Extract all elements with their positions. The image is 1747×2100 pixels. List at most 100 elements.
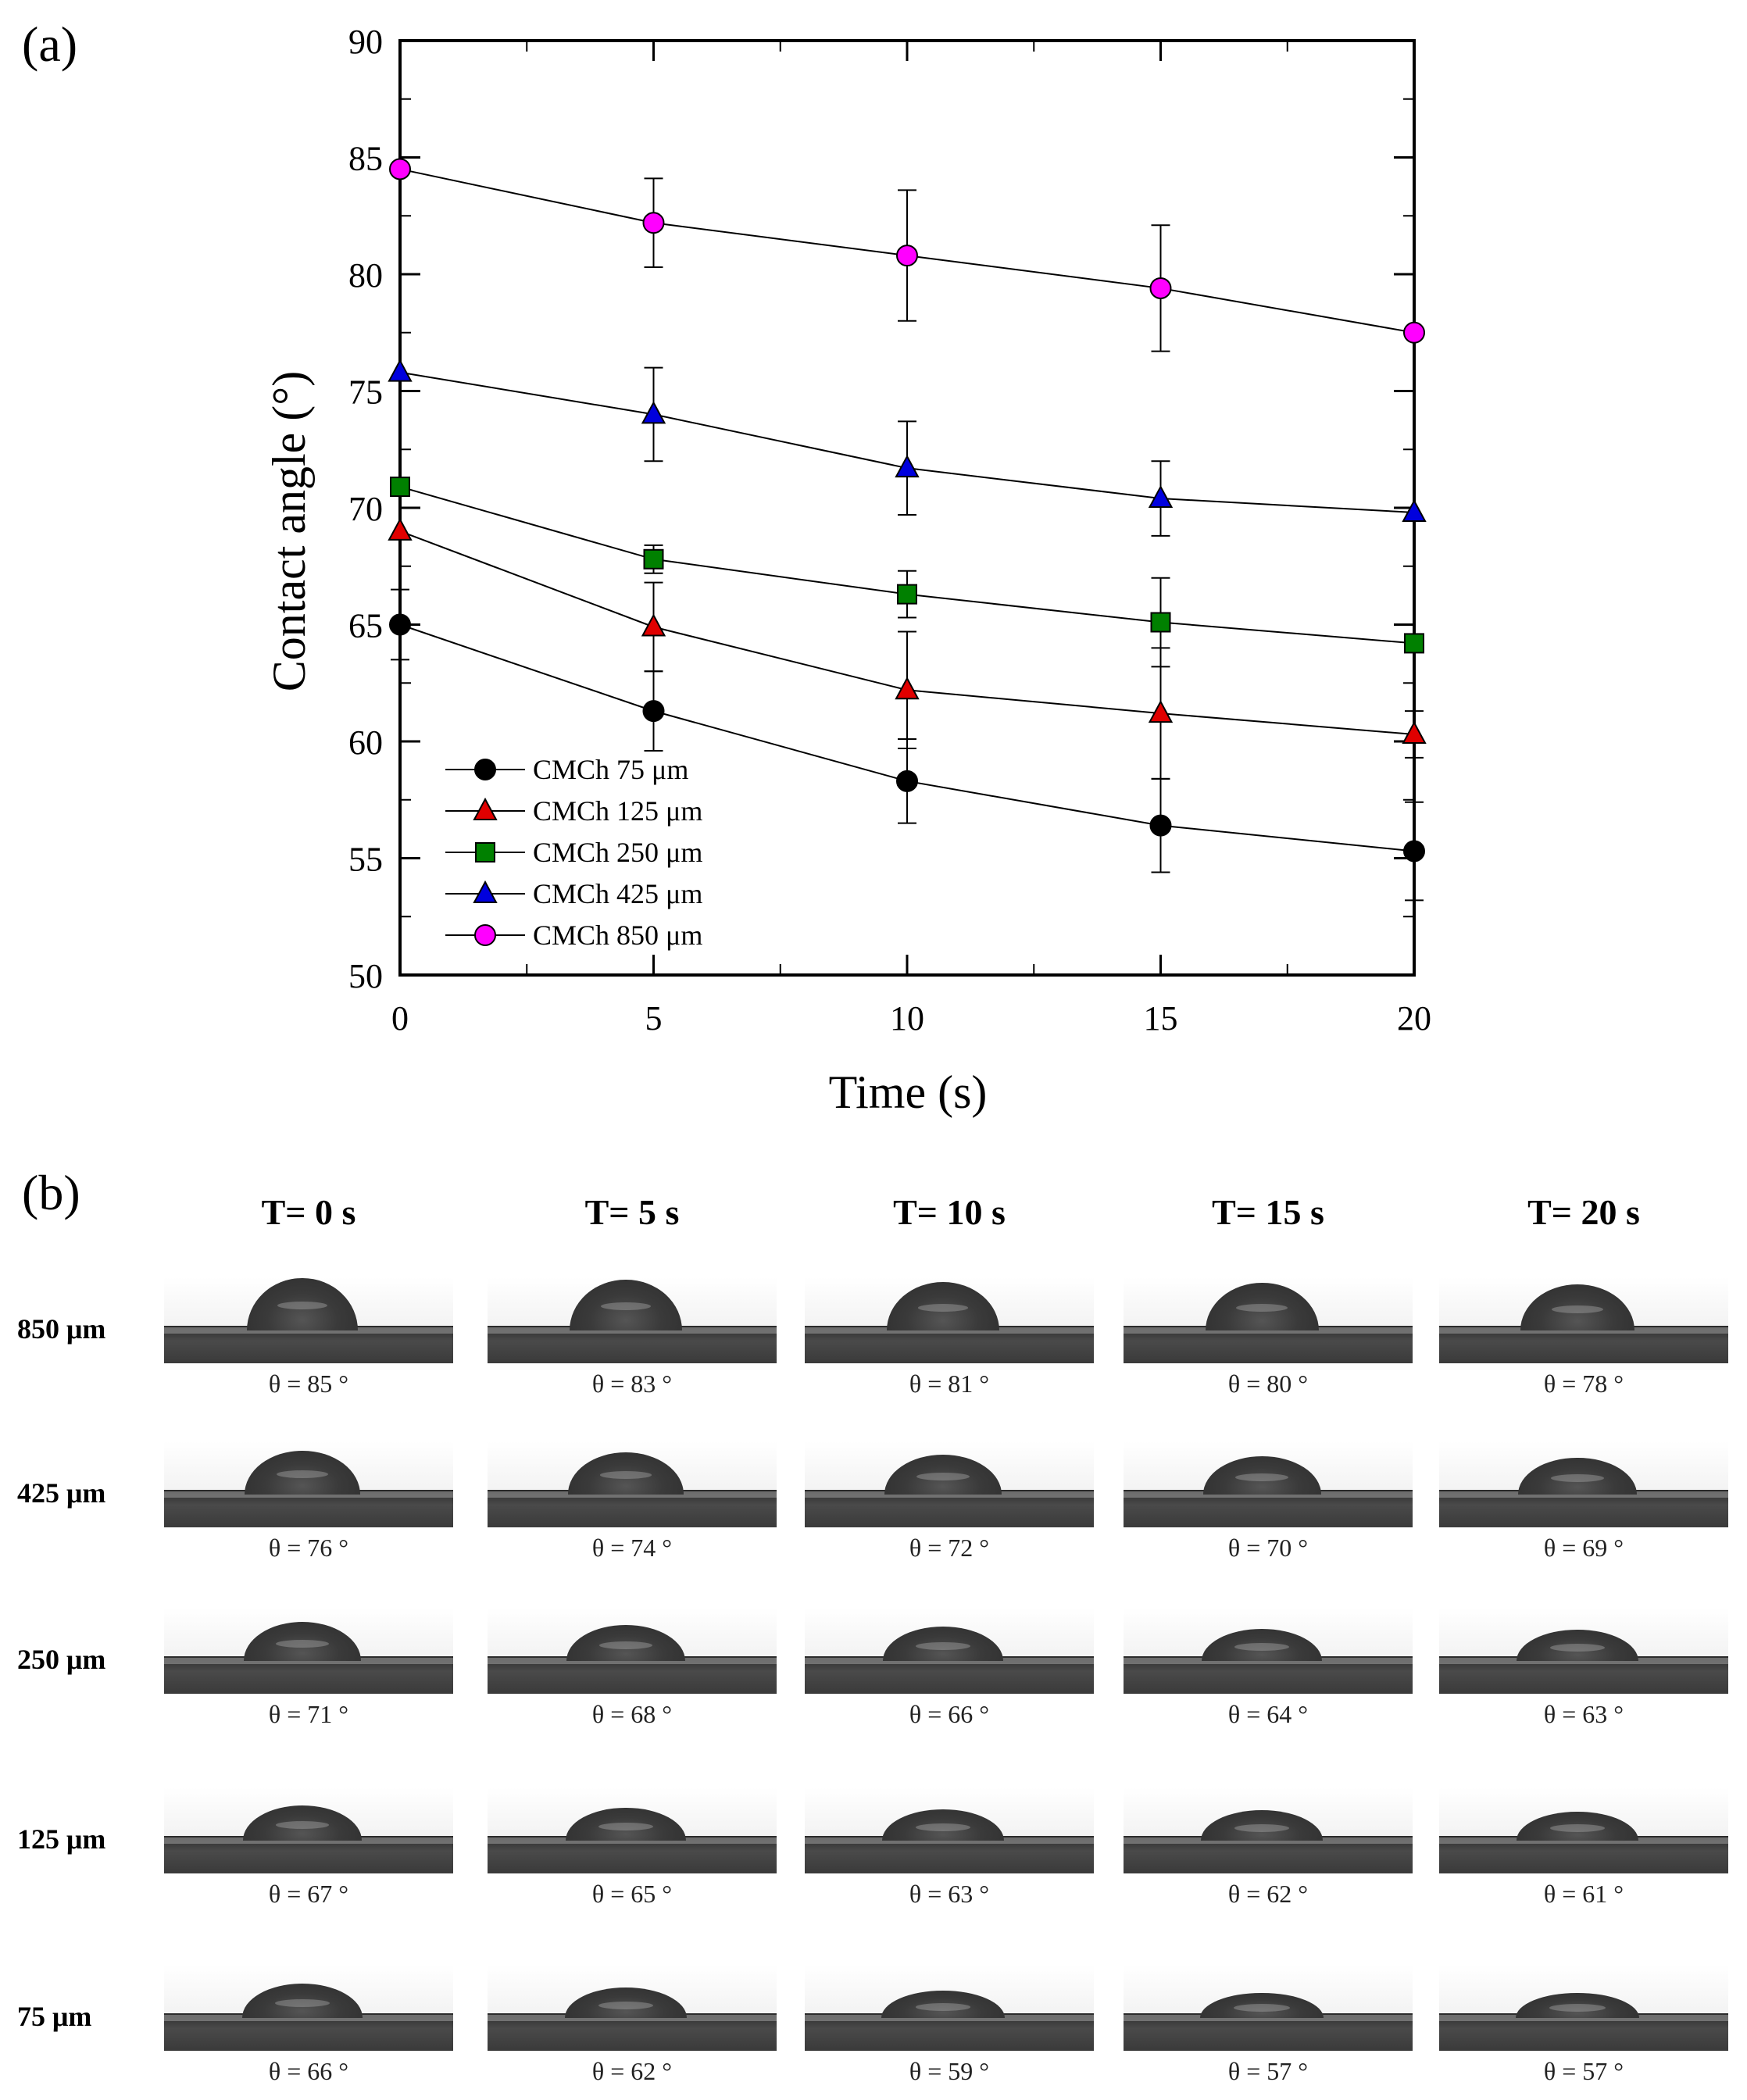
contact-angle-caption: θ = 70 ° [1227, 1534, 1309, 1562]
y-tick-label: 50 [348, 957, 383, 995]
data-point [1149, 814, 1172, 837]
droplet-highlight [916, 1472, 970, 1480]
contact-angle-caption: θ = 63 ° [1543, 1700, 1624, 1728]
substrate-reflection [1439, 1658, 1728, 1664]
substrate-reflection [1439, 1327, 1728, 1334]
y-axis-label: Contact angle (°) [263, 371, 315, 692]
droplet-photo [164, 1608, 453, 1694]
data-point [897, 584, 917, 605]
chart-ticks-and-axes: 50 55 60 65 70 75 80 85 90 0 5 10 15 20 [348, 23, 1431, 1038]
droplet-cell: θ = 62 ° [1124, 1788, 1413, 1909]
droplet-cell: θ = 65 ° [488, 1788, 777, 1909]
chart-legend: CMCh 75 μm CMCh 125 μm CMCh 250 μm CMCh 425… [445, 754, 702, 951]
droplet-cell: θ = 62 ° [488, 1965, 777, 2086]
droplet-photo [1439, 1788, 1728, 1873]
contact-angle-caption: θ = 64 ° [1227, 1700, 1309, 1728]
substrate-reflection [164, 1491, 453, 1498]
droplet-cell: θ = 59 ° [805, 1965, 1094, 2086]
y-tick-label: 70 [348, 490, 383, 528]
data-point [1148, 484, 1174, 509]
droplet-highlight [1234, 1823, 1290, 1832]
droplet-highlight [275, 1998, 330, 2007]
data-point [896, 245, 918, 267]
droplet-photo [488, 1277, 777, 1363]
contact-angle-caption: θ = 81 ° [909, 1370, 990, 1398]
droplet-highlight [1234, 2004, 1290, 2012]
droplet-highlight [1549, 2004, 1606, 2012]
droplet-photo [1124, 1277, 1413, 1363]
droplet-highlight [916, 1823, 970, 1831]
droplet-photo [488, 1608, 777, 1694]
size-row-label: 125 μm [17, 1823, 106, 1855]
substrate-reflection [488, 1658, 777, 1664]
data-point [1403, 321, 1425, 344]
droplet-cell: θ = 61 ° [1439, 1788, 1728, 1909]
droplet-cell: θ = 63 ° [805, 1788, 1094, 1909]
series-0 [389, 588, 1425, 902]
contact-angle-caption: θ = 80 ° [1227, 1370, 1309, 1398]
droplet-photo [1124, 1441, 1413, 1527]
droplet-cell: θ = 83 ° [488, 1277, 777, 1398]
y-tick-label: 85 [348, 140, 383, 178]
data-point [388, 517, 413, 541]
contact-angle-caption: θ = 57 ° [1227, 2057, 1309, 2085]
contact-angle-caption: θ = 71 ° [268, 1700, 349, 1728]
legend-marker [473, 797, 498, 820]
contact-angle-caption: θ = 63 ° [909, 1880, 990, 1908]
contact-angle-caption: θ = 59 ° [909, 2057, 990, 2085]
size-row-label: 850 μm [17, 1313, 106, 1345]
droplet-cell: θ = 72 ° [805, 1441, 1094, 1562]
data-point [1149, 277, 1172, 299]
droplet-cell: θ = 78 ° [1439, 1277, 1728, 1398]
legend-label: CMCh 75 μm [533, 754, 688, 785]
panel-a-label: (a) [22, 16, 78, 72]
substrate-reflection [1439, 2015, 1728, 2021]
droplet-photo [488, 1441, 777, 1527]
y-tick-label: 80 [348, 256, 383, 295]
droplet-photo [805, 1608, 1094, 1694]
contact-angle-caption: θ = 61 ° [1543, 1880, 1624, 1908]
substrate-reflection [1124, 1327, 1413, 1334]
droplet-photo [1124, 1965, 1413, 2051]
contact-angle-caption: θ = 76 ° [268, 1534, 349, 1562]
droplet-highlight [915, 2002, 971, 2011]
x-tick-label: 20 [1397, 999, 1431, 1038]
data-point [642, 212, 665, 234]
droplet-photo [805, 1965, 1094, 2051]
droplet-cell: θ = 64 ° [1124, 1608, 1413, 1729]
droplet-highlight [1234, 1643, 1289, 1652]
droplet-photo [1439, 1277, 1728, 1363]
droplet-cell: θ = 66 ° [164, 1965, 453, 2086]
substrate-reflection [805, 1838, 1094, 1844]
legend-marker [474, 924, 496, 946]
x-tick-label: 0 [391, 999, 409, 1038]
x-tick-label: 15 [1144, 999, 1178, 1038]
y-tick-label: 75 [348, 373, 383, 412]
data-point [389, 158, 411, 180]
time-header: T= 10 s [893, 1192, 1006, 1232]
substrate-reflection [164, 1327, 453, 1334]
droplet-photo [164, 1277, 453, 1363]
data-point [390, 477, 410, 498]
contact-angle-caption: θ = 66 ° [268, 2057, 349, 2085]
series-2 [390, 477, 1424, 668]
data-point [896, 770, 918, 792]
droplet-highlight [598, 1641, 653, 1649]
droplet-highlight [1235, 1473, 1288, 1482]
data-point [389, 613, 411, 636]
droplet-cell: θ = 74 ° [488, 1441, 777, 1562]
substrate-reflection [805, 1491, 1094, 1498]
droplet-highlight [277, 1301, 327, 1309]
size-row-label: 425 μm [17, 1477, 106, 1509]
droplet-cell: θ = 67 ° [164, 1788, 453, 1909]
droplet-photo [164, 1965, 453, 2051]
contact-angle-caption: θ = 66 ° [909, 1700, 990, 1728]
data-point [642, 700, 665, 723]
substrate-reflection [1124, 1491, 1413, 1498]
droplet-cell: θ = 70 ° [1124, 1441, 1413, 1562]
size-row-label: 75 μm [17, 2001, 92, 2032]
substrate-reflection [488, 1327, 777, 1334]
time-header: T= 0 s [261, 1192, 356, 1232]
droplet-photo [488, 1965, 777, 2051]
droplet-photo [1124, 1788, 1413, 1873]
